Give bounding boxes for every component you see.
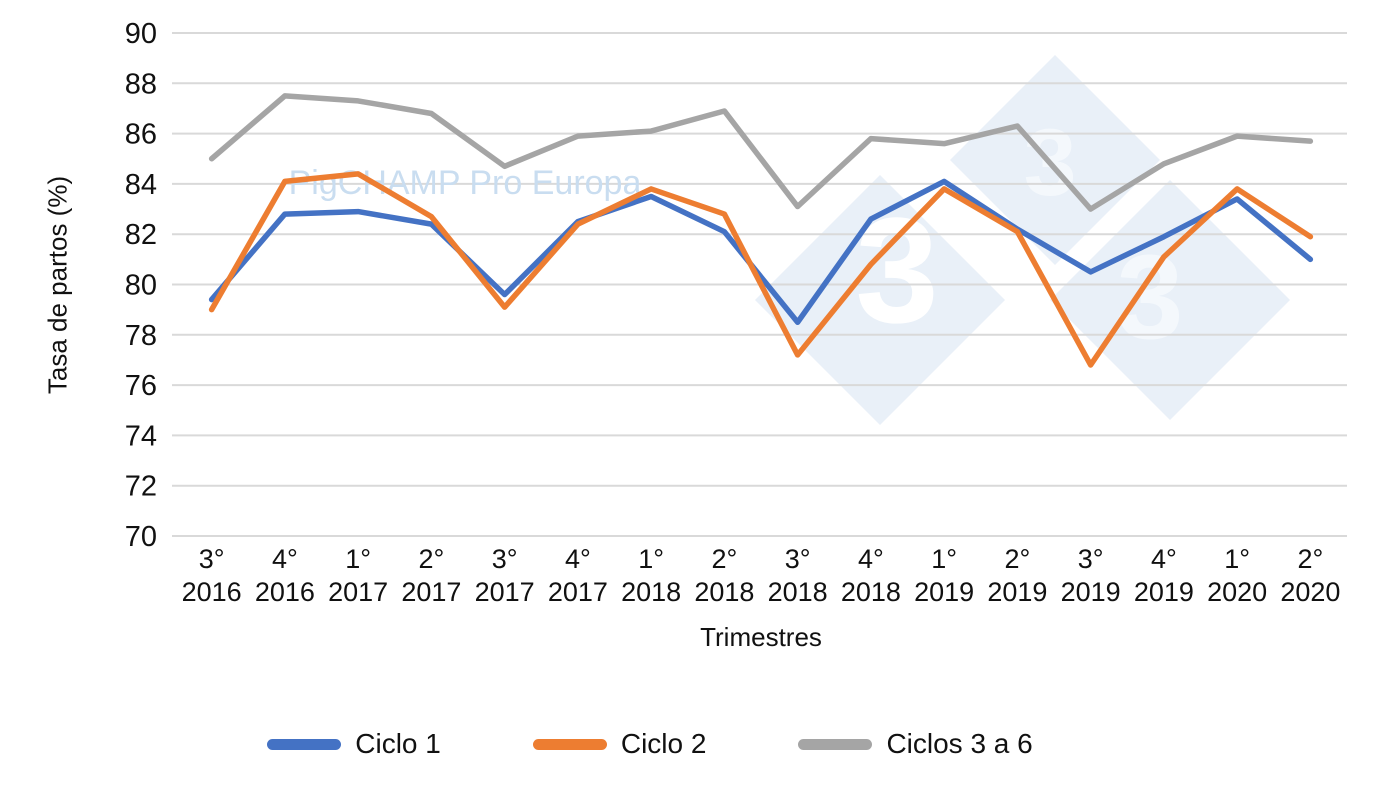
legend-label-ciclo-1: Ciclo 1 <box>355 728 441 759</box>
series-line-ciclos-3-a-6 <box>208 93 1314 212</box>
legend-swatch-ciclos-3-a-6 <box>798 738 873 750</box>
x-tick-label: 1° 2019 <box>914 544 974 607</box>
y-tick-label: 90 <box>125 18 157 50</box>
watermark-diamond <box>1050 180 1290 420</box>
x-tick-label: 3° 2018 <box>768 544 828 607</box>
x-tick-label: 2° 2019 <box>987 544 1047 607</box>
x-axis-title: Trimestres <box>700 622 822 652</box>
watermark-text: PigCHAMP Pro Europa <box>289 164 642 202</box>
y-tick-label: 72 <box>125 471 157 503</box>
y-axis-title: Tasa de partos (%) <box>42 175 73 395</box>
x-tick-label: 3° 2017 <box>475 544 535 607</box>
x-tick-label: 2° 2020 <box>1280 544 1340 607</box>
series-line-ciclo-1 <box>208 178 1314 325</box>
y-tick-label: 84 <box>125 169 157 201</box>
x-tick-label: 3° 2016 <box>182 544 242 607</box>
x-tick-label: 2° 2017 <box>401 544 461 607</box>
legend-label-ciclos-3-a-6: Ciclos 3 a 6 <box>886 728 1033 759</box>
x-tick-label: 4° 2016 <box>255 544 315 607</box>
y-tick-label: 86 <box>125 119 157 151</box>
x-tick-label: 1° 2018 <box>621 544 681 607</box>
series-line-ciclo-2 <box>208 171 1314 368</box>
y-tick-label: 78 <box>125 320 157 352</box>
legend-item-ciclo-2: Ciclo 2 <box>532 728 707 760</box>
y-tick-label: 82 <box>125 219 157 251</box>
x-tick-label: 4° 2017 <box>548 544 608 607</box>
x-tick-label: 1° 2020 <box>1207 544 1267 607</box>
watermark-diamond <box>755 175 1005 425</box>
x-tick-label: 2° 2018 <box>694 544 754 607</box>
y-tick-label: 74 <box>125 420 157 452</box>
legend-item-ciclos-3-a-6: Ciclos 3 a 6 <box>798 728 1033 760</box>
legend: Ciclo 1 Ciclo 2 Ciclos 3 a 6 <box>0 728 1300 760</box>
y-tick-label: 88 <box>125 68 157 100</box>
legend-swatch-ciclo-2 <box>532 738 607 750</box>
x-tick-label: 4° 2019 <box>1134 544 1194 607</box>
x-tick-label: 1° 2017 <box>328 544 388 607</box>
x-tick-label: 3° 2019 <box>1061 544 1121 607</box>
legend-item-ciclo-1: Ciclo 1 <box>267 728 441 760</box>
legend-label-ciclo-2: Ciclo 2 <box>620 728 707 759</box>
x-tick-label: 4° 2018 <box>841 544 901 607</box>
y-tick-label: 80 <box>125 270 157 302</box>
legend-swatch-ciclo-1 <box>267 738 342 750</box>
watermark-diamond <box>950 55 1160 265</box>
y-tick-label: 76 <box>125 370 157 402</box>
y-tick-label: 70 <box>125 521 157 553</box>
